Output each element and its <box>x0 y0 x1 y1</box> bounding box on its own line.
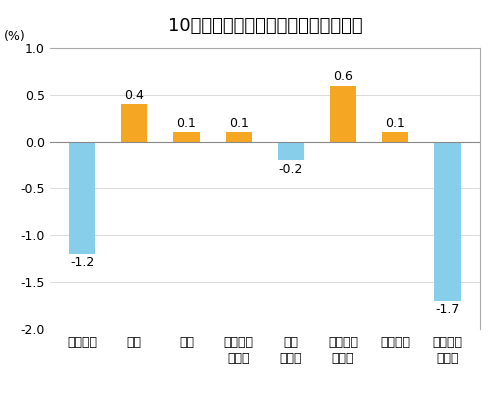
Text: -1.7: -1.7 <box>435 303 460 316</box>
Text: -0.2: -0.2 <box>279 163 303 176</box>
Bar <box>382 132 408 142</box>
Text: -1.2: -1.2 <box>70 256 94 269</box>
Y-axis label: (%): (%) <box>4 30 26 43</box>
Text: 0.1: 0.1 <box>177 117 197 130</box>
Text: 0.6: 0.6 <box>333 70 353 83</box>
Title: 10月份居民消费价格分类别环比涨跌幅: 10月份居民消费价格分类别环比涨跌幅 <box>167 18 362 35</box>
Text: 0.4: 0.4 <box>124 89 144 102</box>
Bar <box>69 142 95 254</box>
Text: 0.1: 0.1 <box>229 117 248 130</box>
Bar <box>435 142 460 301</box>
Bar <box>173 132 199 142</box>
Text: 0.1: 0.1 <box>386 117 405 130</box>
Bar <box>121 104 148 142</box>
Bar <box>278 142 304 160</box>
Bar <box>226 132 252 142</box>
Bar <box>330 85 356 142</box>
